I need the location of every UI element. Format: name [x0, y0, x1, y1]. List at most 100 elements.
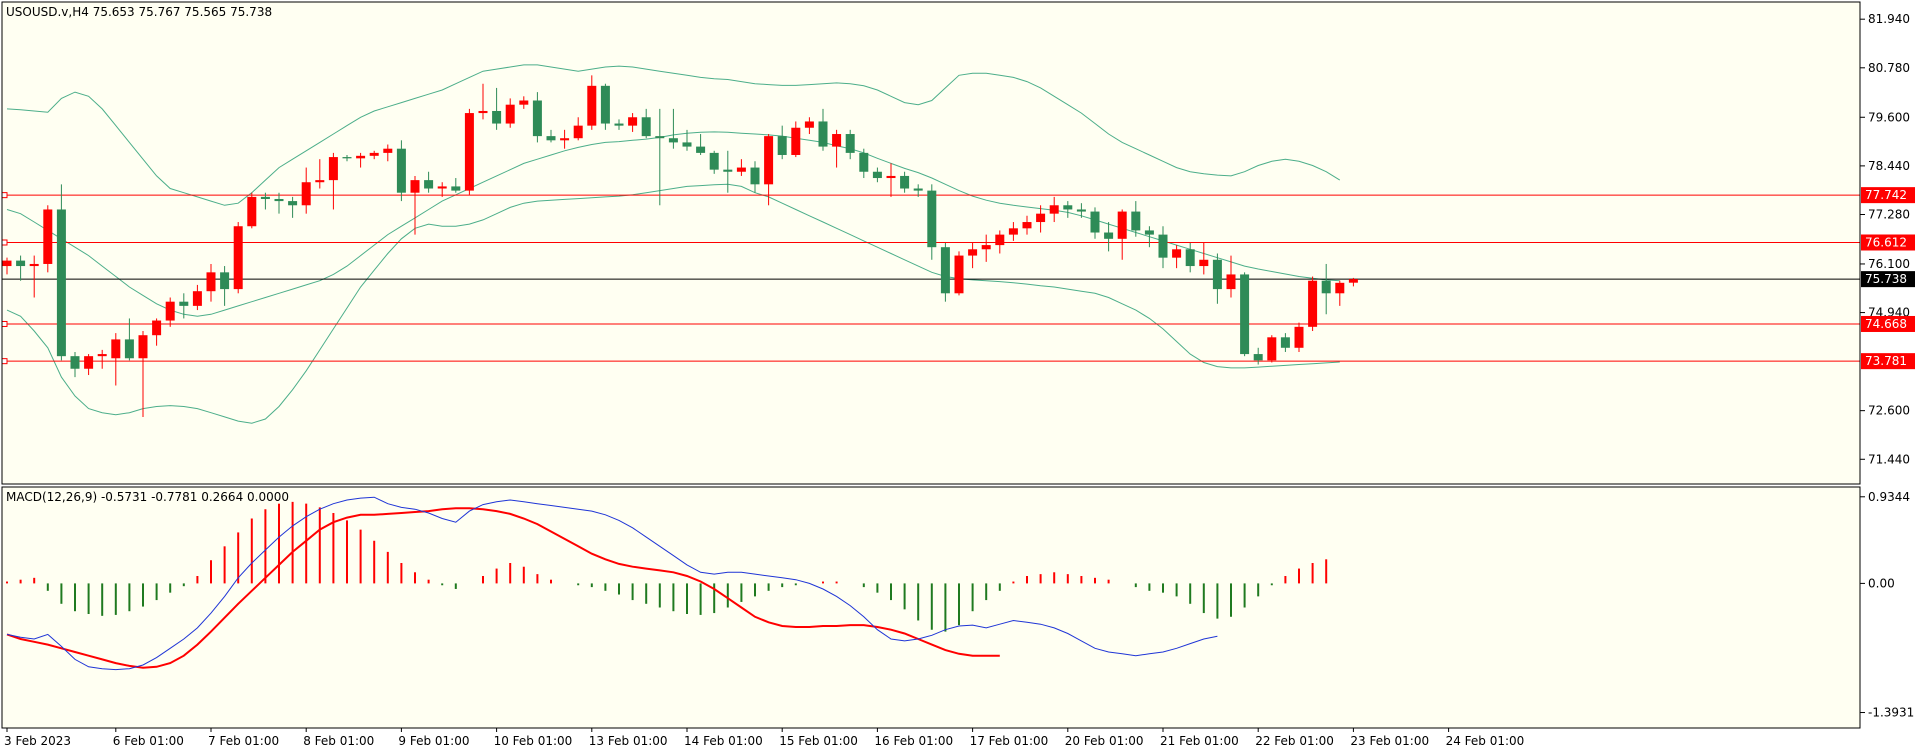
- candle-body: [437, 186, 447, 189]
- price-level-marker: [1, 192, 8, 199]
- candle-up: [1308, 276, 1318, 332]
- macd-tick-label: 0.00: [1868, 576, 1895, 590]
- time-tick-label: 15 Feb 01:00: [779, 734, 858, 748]
- candle-up: [1049, 196, 1059, 223]
- price-level-marker: [1, 239, 8, 246]
- candle-body: [492, 110, 502, 124]
- price-tick-label: 77.280: [1868, 207, 1910, 221]
- candle-up: [410, 175, 420, 235]
- candle-body: [111, 339, 121, 359]
- candle-body: [288, 201, 298, 206]
- candle-body: [587, 85, 597, 126]
- candle-body: [179, 301, 189, 306]
- candle-down: [641, 108, 651, 139]
- candle-down: [682, 129, 692, 151]
- candle-body: [1308, 280, 1318, 327]
- macd-main-line: [6, 496, 1218, 671]
- candle-body: [859, 152, 869, 172]
- macd-header: MACD(12,26,9) -0.5731 -0.7781 0.2664 0.0…: [6, 490, 289, 504]
- candle-down: [927, 184, 937, 260]
- time-tick-label: 17 Feb 01:00: [970, 734, 1049, 748]
- candle-up: [369, 150, 379, 160]
- price-tick-label: 72.600: [1868, 404, 1910, 418]
- candle-down: [859, 148, 869, 179]
- candle-down: [532, 92, 542, 143]
- candle-up: [464, 108, 474, 195]
- candle-body: [1226, 274, 1236, 290]
- candle-body: [641, 117, 651, 137]
- time-tick-label: 22 Feb 01:00: [1255, 734, 1334, 748]
- candle-down: [1063, 201, 1073, 218]
- candle-up: [804, 117, 814, 135]
- candle-up: [84, 354, 94, 376]
- candle-up: [192, 284, 202, 311]
- price-level-label: 73.781: [1865, 354, 1907, 368]
- candle-body: [1036, 213, 1046, 223]
- candle-body: [968, 249, 978, 256]
- candle-body: [43, 209, 53, 264]
- candle-up: [328, 152, 338, 210]
- candle-down: [1090, 207, 1100, 239]
- candle-down: [614, 119, 624, 130]
- candle-up: [981, 234, 991, 262]
- candle-up: [886, 163, 896, 197]
- candle-up: [1267, 335, 1277, 363]
- time-tick-label: 14 Feb 01:00: [684, 734, 763, 748]
- price-level-tag: [1861, 234, 1915, 251]
- candle-body: [995, 234, 1005, 246]
- candle-down: [1131, 201, 1141, 237]
- candle-body: [16, 260, 26, 267]
- candle-body: [1321, 280, 1331, 294]
- candle-down: [220, 266, 230, 306]
- candle-up: [1294, 322, 1304, 352]
- candle-up: [505, 98, 515, 128]
- candle-body: [138, 335, 148, 359]
- candle-down: [1253, 347, 1263, 365]
- last-price-label: 75.738: [1865, 272, 1907, 286]
- candle-down: [913, 184, 923, 197]
- candle-down: [492, 87, 502, 130]
- candle-body: [832, 134, 842, 147]
- candle-up: [764, 134, 774, 206]
- time-tick-label: 13 Feb 01:00: [589, 734, 668, 748]
- candle-body: [655, 136, 665, 139]
- price-tick-label: 81.940: [1868, 12, 1910, 26]
- candle-up: [1226, 255, 1236, 298]
- time-tick-label: 23 Feb 01:00: [1350, 734, 1429, 748]
- candle-body: [152, 320, 162, 336]
- price-tick-label: 79.600: [1868, 110, 1910, 124]
- price-tick-label: 78.440: [1868, 159, 1910, 173]
- candle-body: [696, 146, 706, 153]
- candle-down: [1212, 253, 1222, 304]
- candle-body: [668, 138, 678, 143]
- price-tick-label: 76.100: [1868, 257, 1910, 271]
- bollinger-lower-band: [6, 183, 1340, 424]
- candle-down: [696, 134, 706, 155]
- candle-up: [736, 159, 746, 176]
- candle-body: [315, 180, 325, 183]
- candle-body: [2, 260, 12, 267]
- candle-body: [247, 196, 257, 227]
- main-chart-header: USOUSD.v,H4 75.653 75.767 75.565 75.738: [6, 5, 272, 19]
- candle-down: [396, 140, 406, 202]
- candle-down: [274, 192, 284, 214]
- candle-body: [1348, 279, 1358, 283]
- candle-up: [1022, 215, 1032, 235]
- candle-up: [301, 167, 311, 214]
- candle-down: [1280, 333, 1290, 352]
- candle-body: [682, 142, 692, 147]
- candle-body: [1090, 211, 1100, 233]
- candle-body: [532, 100, 542, 137]
- candle-body: [1335, 282, 1345, 294]
- last-price-tag: [1861, 271, 1915, 288]
- candle-body: [478, 110, 488, 114]
- candle-up: [968, 243, 978, 269]
- candle-body: [600, 85, 610, 124]
- candle-body: [886, 175, 896, 179]
- time-tick-label: 16 Feb 01:00: [874, 734, 953, 748]
- candle-body: [356, 155, 366, 159]
- candle-body: [764, 136, 774, 185]
- bollinger-upper-band: [6, 64, 1341, 206]
